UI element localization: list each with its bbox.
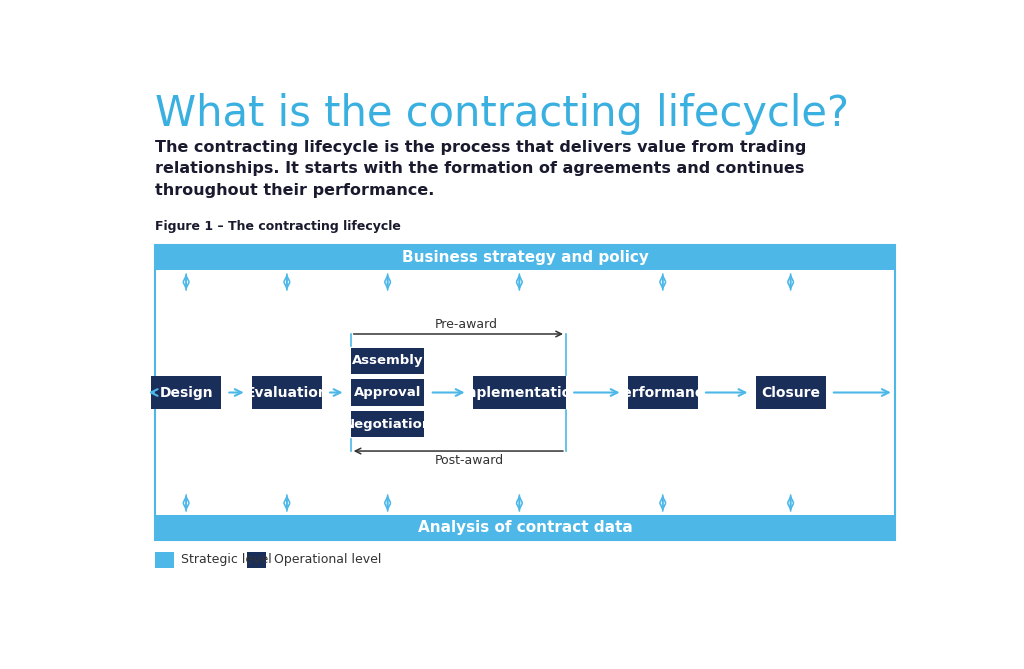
Text: Figure 1 – The contracting lifecycle: Figure 1 – The contracting lifecycle bbox=[155, 219, 401, 233]
Bar bbox=[248, 553, 266, 568]
Text: Implementation: Implementation bbox=[458, 385, 582, 399]
Bar bbox=[351, 379, 424, 405]
Text: Evaluation: Evaluation bbox=[246, 385, 329, 399]
Text: Business strategy and policy: Business strategy and policy bbox=[401, 250, 648, 265]
Text: Performance: Performance bbox=[612, 385, 713, 399]
Bar bbox=[152, 377, 221, 409]
Bar bbox=[155, 245, 895, 270]
Text: Strategic level: Strategic level bbox=[181, 553, 272, 567]
Bar bbox=[155, 553, 174, 568]
Bar bbox=[473, 377, 566, 409]
Text: Post-award: Post-award bbox=[435, 454, 504, 467]
Bar bbox=[252, 377, 322, 409]
Text: What is the contracting lifecycle?: What is the contracting lifecycle? bbox=[155, 94, 849, 135]
Bar bbox=[628, 377, 697, 409]
Bar bbox=[155, 515, 895, 540]
Text: Approval: Approval bbox=[354, 386, 421, 399]
Text: Operational level: Operational level bbox=[273, 553, 381, 567]
Bar bbox=[351, 411, 424, 437]
Bar bbox=[756, 377, 825, 409]
Text: Design: Design bbox=[160, 385, 213, 399]
Text: Analysis of contract data: Analysis of contract data bbox=[418, 520, 633, 535]
Text: Pre-award: Pre-award bbox=[435, 318, 498, 331]
Bar bbox=[155, 245, 895, 540]
Bar bbox=[351, 348, 424, 374]
Text: Assembly: Assembly bbox=[352, 355, 423, 367]
Text: Closure: Closure bbox=[761, 385, 820, 399]
Text: Negotiation: Negotiation bbox=[343, 417, 432, 431]
Text: The contracting lifecycle is the process that delivers value from trading
relati: The contracting lifecycle is the process… bbox=[155, 140, 807, 198]
